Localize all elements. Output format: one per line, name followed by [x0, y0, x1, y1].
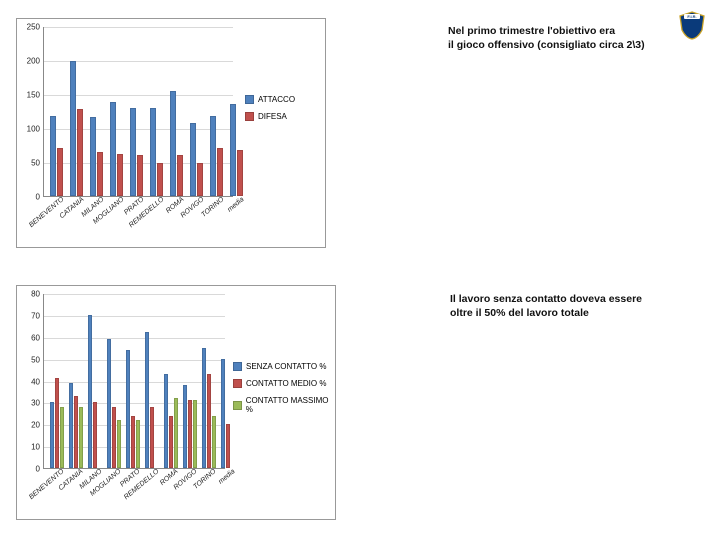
legend-item: CONTATTO MASSIMO % — [233, 396, 335, 414]
ytick-label: 20 — [31, 421, 44, 430]
bar — [193, 400, 197, 468]
ytick-label: 0 — [36, 465, 44, 474]
bar — [188, 400, 192, 468]
legend-label: CONTATTO MASSIMO % — [246, 396, 335, 414]
legend-item: ATTACCO — [245, 95, 295, 104]
chart-contatto: 01020304050607080BENEVENTOCATANIAMILANOM… — [16, 285, 336, 520]
bar — [93, 402, 97, 468]
bar — [131, 416, 135, 469]
svg-text:F.I.R.: F.I.R. — [687, 14, 696, 19]
legend-label: SENZA CONTATTO % — [246, 362, 326, 371]
bar — [164, 374, 168, 468]
gridline — [44, 27, 233, 28]
bar — [177, 155, 183, 196]
bar — [169, 416, 173, 469]
bar — [230, 104, 236, 196]
legend-swatch — [233, 401, 242, 410]
xtick-label: media — [217, 468, 236, 486]
bar — [217, 148, 223, 196]
caption-top-line2: il gioco offensivo (consigliato circa 2\… — [448, 38, 645, 52]
gridline — [44, 338, 225, 339]
chart1-legend: ATTACCO DIFESA — [245, 95, 295, 129]
bar — [57, 148, 63, 196]
chart1-plot-area: 050100150200250BENEVENTOCATANIAMILANOMOG… — [43, 27, 233, 197]
ytick-label: 40 — [31, 377, 44, 386]
ytick-label: 250 — [27, 23, 44, 32]
chart2-legend: SENZA CONTATTO % CONTATTO MEDIO % CONTATTO… — [233, 362, 335, 422]
legend-item: SENZA CONTATTO % — [233, 362, 335, 371]
gridline — [44, 360, 225, 361]
bar — [212, 416, 216, 469]
legend-swatch — [245, 95, 254, 104]
caption-bottom-line1: Il lavoro senza contatto doveva essere — [450, 292, 642, 306]
bar — [136, 420, 140, 468]
bar — [145, 332, 149, 468]
caption-top: Nel primo trimestre l'obiettivo era il g… — [448, 24, 645, 52]
bar — [221, 359, 225, 468]
ytick-label: 0 — [36, 193, 44, 202]
ytick-label: 50 — [31, 355, 44, 364]
bar — [70, 61, 76, 196]
ytick-label: 100 — [27, 125, 44, 134]
bar — [130, 108, 136, 196]
gridline — [44, 294, 225, 295]
bar — [174, 398, 178, 468]
chart-attacco-difesa: 050100150200250BENEVENTOCATANIAMILANOMOG… — [16, 18, 326, 248]
legend-swatch — [233, 362, 242, 371]
bar — [74, 396, 78, 468]
ytick-label: 150 — [27, 91, 44, 100]
caption-top-line1: Nel primo trimestre l'obiettivo era — [448, 24, 645, 38]
federation-logo: F.I.R. — [678, 10, 706, 40]
chart2-plot-area: 01020304050607080BENEVENTOCATANIAMILANOM… — [43, 294, 225, 469]
legend-item: CONTATTO MEDIO % — [233, 379, 335, 388]
bar — [112, 407, 116, 468]
bar — [107, 339, 111, 468]
bar — [202, 348, 206, 468]
ytick-label: 60 — [31, 333, 44, 342]
ytick-label: 200 — [27, 57, 44, 66]
bar — [90, 117, 96, 196]
bar — [117, 420, 121, 468]
bar — [237, 150, 243, 196]
bar — [207, 374, 211, 468]
ytick-label: 30 — [31, 399, 44, 408]
bar — [55, 378, 59, 468]
gridline — [44, 316, 225, 317]
legend-item: DIFESA — [245, 112, 295, 121]
ytick-label: 70 — [31, 311, 44, 320]
bar — [110, 102, 116, 196]
legend-label: CONTATTO MEDIO % — [246, 379, 326, 388]
ytick-label: 50 — [31, 159, 44, 168]
bar — [79, 407, 83, 468]
legend-label: ATTACCO — [258, 95, 295, 104]
bar — [60, 407, 64, 468]
bar — [170, 91, 176, 196]
bar — [97, 152, 103, 196]
bar — [77, 109, 83, 196]
bar — [226, 424, 230, 468]
ytick-label: 80 — [31, 290, 44, 299]
bar — [50, 116, 56, 196]
bar — [183, 385, 187, 468]
legend-label: DIFESA — [258, 112, 287, 121]
bar — [137, 155, 143, 196]
bar — [197, 163, 203, 196]
bar — [150, 407, 154, 468]
caption-bottom: Il lavoro senza contatto doveva essere o… — [450, 292, 642, 320]
legend-swatch — [245, 112, 254, 121]
bar — [117, 154, 123, 196]
bar — [50, 402, 54, 468]
xtick-label: media — [226, 196, 245, 214]
caption-bottom-line2: oltre il 50% del lavoro totale — [450, 306, 642, 320]
bar — [88, 315, 92, 468]
legend-swatch — [233, 379, 242, 388]
bar — [190, 123, 196, 196]
bar — [210, 116, 216, 196]
bar — [157, 163, 163, 196]
ytick-label: 10 — [31, 443, 44, 452]
bar — [126, 350, 130, 468]
bar — [69, 383, 73, 468]
bar — [150, 108, 156, 196]
